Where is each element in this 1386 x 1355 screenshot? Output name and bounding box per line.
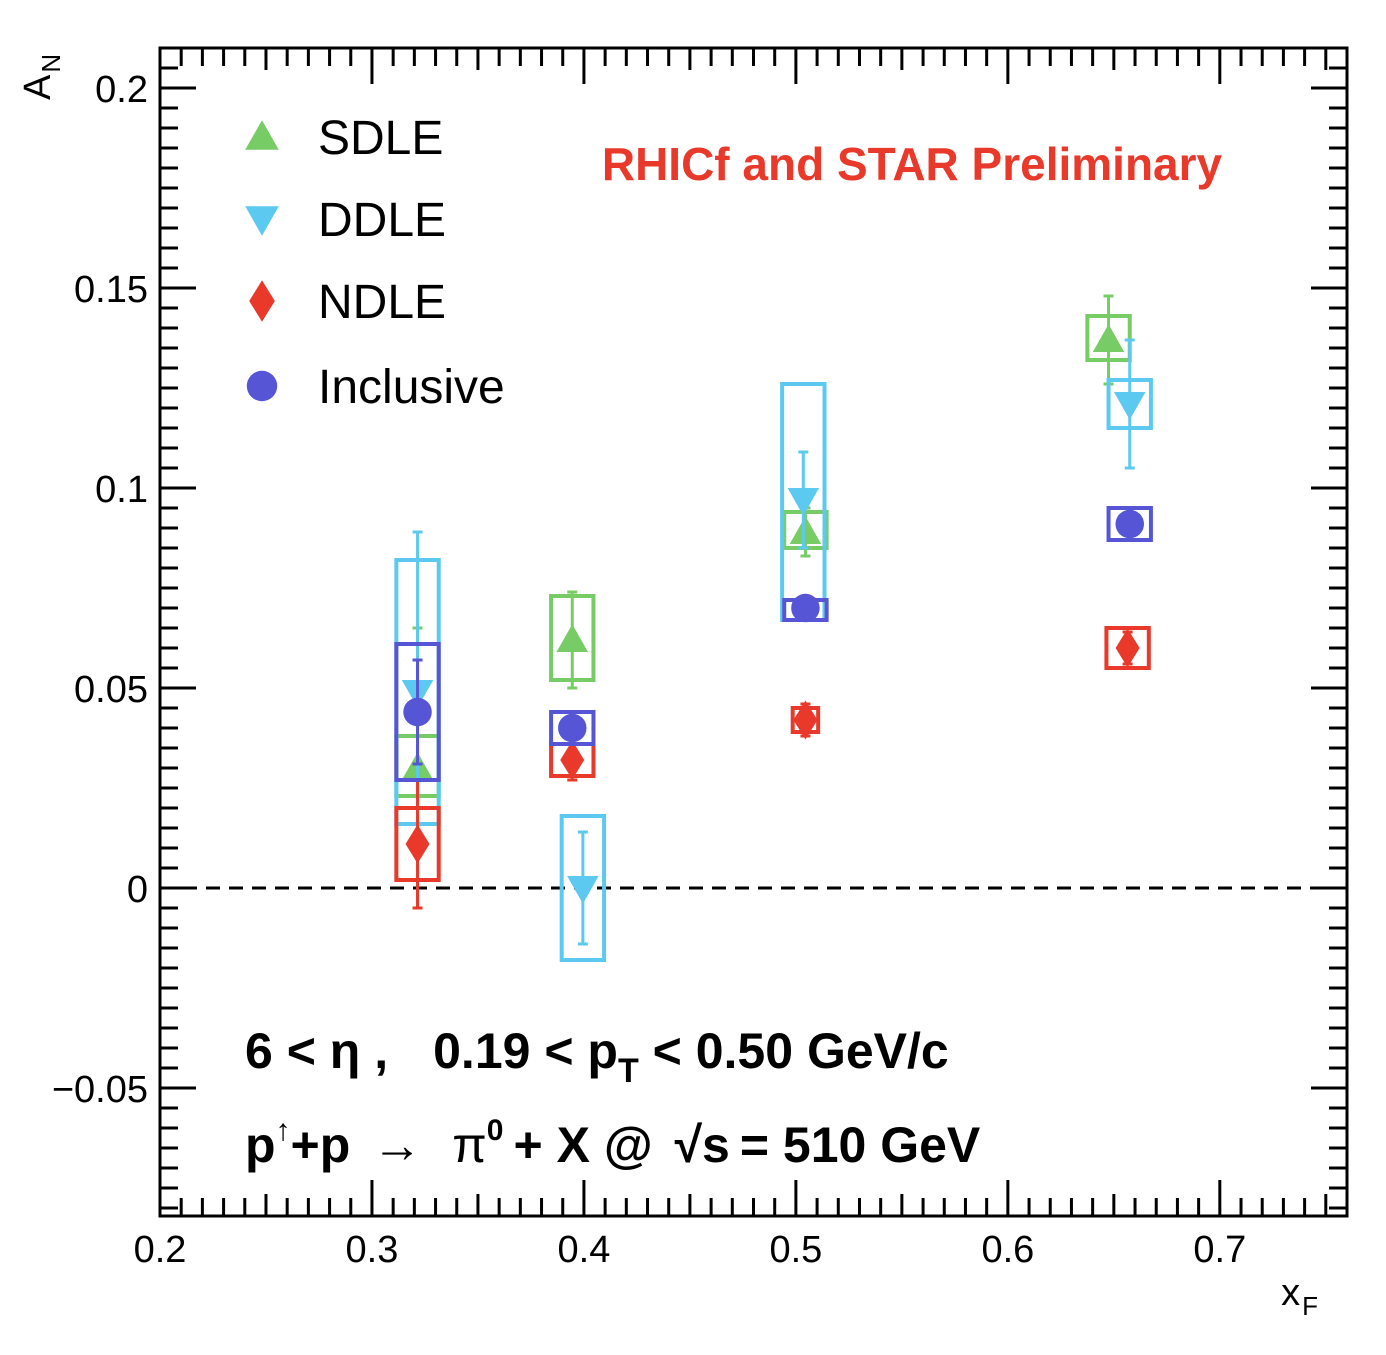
legend-label-ndle: NDLE (318, 276, 446, 329)
legend-label-ddle: DDLE (318, 194, 446, 247)
legend-marker-inclusive (246, 370, 278, 402)
x-tick-labels: 0.2 0.3 0.4 0.5 0.6 0.7 (134, 1229, 1247, 1271)
ndle-point (405, 824, 430, 864)
process-p: p (245, 1117, 276, 1173)
process-annotation: p↑+p → π0 + X @ √s = 510 GeV (245, 1114, 981, 1173)
inclusive-point (791, 593, 820, 623)
x-tick-label: 0.2 (134, 1229, 187, 1271)
ddle-sys-box (559, 814, 607, 962)
legend-label-sdle: SDLE (318, 112, 443, 165)
x-axis-title-sub: F (1302, 1291, 1318, 1321)
pt-cut-post: < 0.50 GeV/c (639, 1023, 949, 1079)
process-pi: π (452, 1117, 487, 1173)
series-ddle (394, 338, 1153, 962)
eta-cut: 6 < η , (245, 1023, 388, 1079)
x-tick-label: 0.7 (1193, 1229, 1246, 1271)
y-axis-title-sub: N (36, 54, 66, 73)
inclusive-point (558, 713, 587, 743)
process-sqrt-s: √s (675, 1117, 730, 1173)
legend: SDLE DDLE NDLE Inclusive (245, 112, 505, 414)
process-arrow: → (372, 1117, 422, 1173)
process-x: + X @ (513, 1117, 652, 1173)
inclusive-sys-box (1106, 506, 1153, 542)
ndle-point (560, 740, 585, 780)
inclusive-point (403, 697, 432, 727)
preliminary-label: RHICf and STAR Preliminary (602, 138, 1223, 190)
y-tick-label: 0.2 (95, 69, 148, 111)
ddle-point (1113, 392, 1146, 420)
process-plus-p: +p (291, 1117, 351, 1173)
y-axis-title-main: A (17, 74, 59, 100)
sdle-point (556, 624, 589, 652)
axis-ticks (158, 46, 1349, 1216)
ddle-point (787, 488, 820, 516)
pt-cut-pre: 0.19 < p (433, 1023, 618, 1079)
x-axis-title-main: x (1281, 1272, 1300, 1314)
process-spin: ↑ (276, 1114, 291, 1147)
pt-cut-sub: T (618, 1052, 639, 1090)
process-energy: = 510 GeV (740, 1117, 981, 1173)
x-tick-label: 0.3 (346, 1229, 399, 1271)
sdle-point (789, 516, 822, 544)
process-pi-charge: 0 (487, 1114, 504, 1147)
plot-frame (158, 46, 1349, 1218)
series-sdle (394, 294, 1132, 910)
x-axis-title: xF (1281, 1272, 1318, 1321)
ndle-sys-box (1104, 626, 1151, 670)
legend-marker-ddle (245, 206, 279, 236)
ndle-point (793, 700, 818, 740)
inclusive-sys-box (394, 642, 441, 782)
series-ndle (394, 626, 1151, 910)
legend-marker-sdle (245, 120, 279, 150)
y-axis-title: AN (17, 54, 66, 100)
ddle-point (567, 876, 599, 904)
data-marks (394, 294, 1153, 962)
y-tick-label: 0 (127, 869, 148, 911)
y-tick-label: −0.05 (52, 1069, 148, 1111)
y-tick-label: 0.1 (95, 469, 148, 511)
sdle-point (1092, 324, 1125, 352)
x-tick-label: 0.5 (769, 1229, 822, 1271)
kinematics-annotation: 6 < η , 0.19 < pT < 0.50 GeV/c (245, 1023, 949, 1090)
ndle-point (1115, 628, 1140, 668)
inclusive-point (1115, 509, 1144, 539)
legend-label-inclusive: Inclusive (318, 361, 505, 414)
y-tick-label: 0.05 (74, 669, 148, 711)
x-tick-label: 0.4 (558, 1229, 611, 1271)
x-tick-label: 0.6 (981, 1229, 1034, 1271)
series-inclusive (394, 506, 1153, 782)
y-tick-labels: −0.05 0 0.05 0.1 0.15 0.2 (52, 69, 148, 1111)
y-tick-label: 0.15 (74, 269, 148, 311)
legend-marker-ndle (249, 280, 275, 322)
